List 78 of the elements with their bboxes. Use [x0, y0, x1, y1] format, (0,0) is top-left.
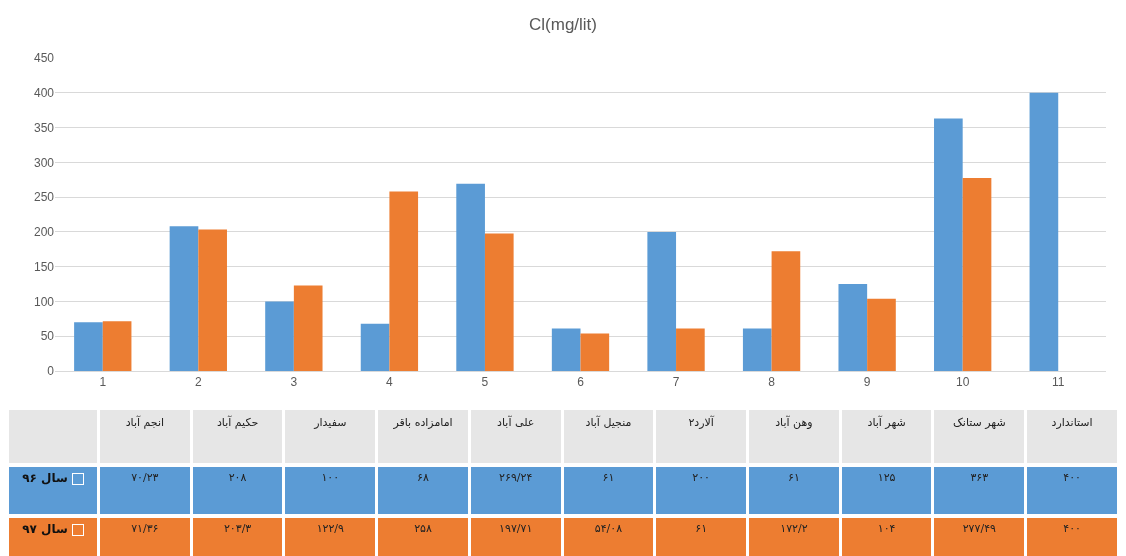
bar: [265, 301, 294, 371]
data-label: ۷۱/۳۶: [100, 518, 190, 556]
bar: [360, 323, 390, 371]
data-label: ۶۸: [378, 467, 468, 514]
data-label: ۱۹۷/۷۱: [470, 518, 561, 556]
bar: [1029, 92, 1059, 371]
chart-title: Cl(mg/lit): [529, 15, 597, 35]
text: آلارد۲: [656, 410, 747, 463]
text: حکیم آباد: [192, 410, 283, 463]
x-tick-label: 6: [577, 375, 585, 390]
bar: [934, 118, 963, 371]
y-tick-label: 300: [33, 155, 55, 170]
bar: [551, 328, 581, 371]
bar: [838, 284, 868, 371]
data-label: ۱۷۲/۲: [749, 518, 839, 556]
text: شهر آباد: [841, 410, 932, 463]
bar: [742, 328, 772, 371]
bar: [484, 233, 514, 371]
data-label: ۴۰۰: [1027, 467, 1117, 514]
bar: [647, 231, 677, 371]
data-label: ۱۰۴: [841, 518, 932, 556]
y-tick-label: 150: [33, 259, 55, 274]
data-label: ۲۵۸: [378, 518, 468, 556]
y-tick-label: 0: [47, 364, 55, 379]
data-label: ۲۰۸: [192, 467, 283, 514]
x-tick-label: 2: [194, 375, 202, 390]
data-label: ۳۶۳: [934, 467, 1025, 514]
text: استاندارد: [1027, 410, 1117, 463]
data-label: ۱۲۵: [841, 467, 932, 514]
x-tick-label: 5: [481, 375, 489, 390]
bar: [867, 298, 896, 371]
x-tick-label: 9: [863, 375, 871, 390]
x-tick-label: 1: [99, 375, 107, 390]
text: انجم آباد: [100, 410, 190, 463]
text: وهن آباد: [749, 410, 839, 463]
legend-label: سال ۹۷: [22, 522, 68, 536]
data-label: ۲۶۹/۲۴: [470, 467, 561, 514]
bar: [198, 229, 227, 371]
bar: [771, 251, 801, 371]
data-label: ۲۰۳/۳: [192, 518, 283, 556]
y-tick-label: 400: [33, 85, 55, 100]
bar: [962, 177, 992, 371]
data-label: ۶۱: [656, 518, 747, 556]
bar: [580, 333, 610, 371]
bar: [169, 226, 199, 371]
x-tick-label: 3: [290, 375, 298, 390]
text: علی آباد: [470, 410, 561, 463]
data-label: ۵۴/۰۸: [563, 518, 654, 556]
text: منجیل آباد: [563, 410, 654, 463]
legend-label: سال ۹۶: [22, 471, 68, 485]
text: ۴۰۰: [1063, 522, 1081, 535]
data-label: ۱۲۲/۹: [285, 518, 376, 556]
x-tick-label: 11: [1052, 375, 1065, 390]
y-tick-label: 100: [33, 294, 55, 309]
x-tick-label: 4: [386, 375, 394, 390]
x-tick-label: 10: [956, 375, 970, 390]
bar: [456, 183, 485, 371]
text: شهر ستانک: [934, 410, 1025, 463]
bar: [293, 285, 323, 371]
bar: [102, 321, 132, 371]
y-tick-label: 50: [40, 329, 55, 344]
x-tick-label: 8: [768, 375, 776, 390]
bar: [676, 328, 705, 371]
bar: [389, 191, 419, 371]
bar: [74, 322, 103, 371]
y-tick-label: 450: [33, 51, 55, 66]
text: سفیدار: [285, 410, 376, 463]
y-tick-label: 250: [33, 190, 55, 205]
y-tick-label: 350: [33, 120, 55, 135]
data-label: ۲۷۷/۴۹: [934, 518, 1025, 556]
text: امامزاده باقر: [378, 410, 468, 463]
data-label: ۶۱: [749, 467, 839, 514]
data-label: ۲۰۰: [656, 467, 747, 514]
data-label: ۱۰۰: [285, 467, 376, 514]
data-label: ۶۱: [563, 467, 654, 514]
y-tick-label: 200: [33, 225, 55, 240]
data-label: ۷۰/۲۳: [100, 467, 190, 514]
x-tick-label: 7: [672, 375, 680, 390]
